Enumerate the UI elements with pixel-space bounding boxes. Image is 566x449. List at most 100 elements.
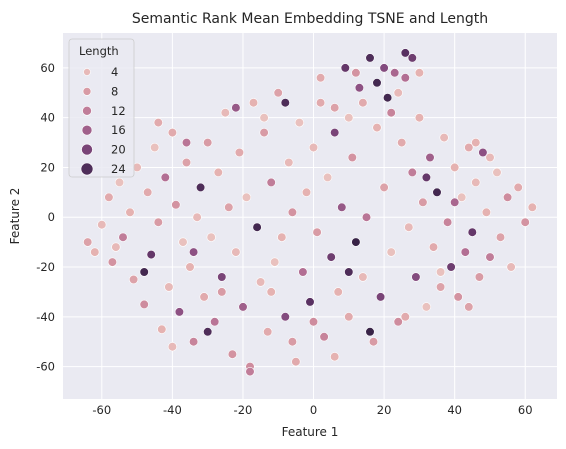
data-point: [400, 48, 410, 58]
data-point: [436, 267, 446, 277]
data-point: [111, 242, 121, 252]
data-point: [298, 267, 308, 277]
legend-marker: [80, 162, 94, 176]
data-point: [263, 327, 273, 337]
x-tick-label: -40: [163, 403, 182, 417]
data-point: [273, 88, 283, 98]
data-point: [270, 257, 280, 267]
data-point: [330, 103, 340, 113]
data-point: [354, 83, 365, 93]
y-tick-label: -20: [36, 260, 55, 274]
x-tick-label: 60: [518, 403, 533, 417]
y-tick-label: 40: [40, 111, 55, 125]
data-point: [231, 103, 241, 113]
data-point: [485, 152, 495, 163]
data-point: [340, 63, 350, 73]
data-point: [436, 282, 446, 292]
legend: Length 4 8 12 16 20 24: [68, 38, 135, 178]
data-point: [178, 237, 188, 247]
data-point: [351, 68, 361, 78]
legend-label: 8: [111, 84, 118, 98]
data-point: [386, 108, 396, 118]
y-tick-label: -40: [36, 310, 55, 324]
data-point: [224, 202, 234, 212]
data-point: [478, 147, 488, 158]
data-point: [471, 138, 481, 148]
data-point: [464, 142, 474, 153]
data-point: [520, 217, 530, 227]
data-point: [259, 113, 269, 123]
data-point: [118, 232, 128, 242]
x-tick-label: 40: [447, 403, 462, 417]
data-point: [443, 217, 453, 227]
data-point: [104, 192, 114, 202]
data-point: [407, 167, 417, 177]
data-point: [506, 262, 516, 272]
chart-title: Semantic Rank Mean Embedding TSNE and Le…: [132, 11, 488, 27]
data-point: [361, 212, 372, 222]
data-point: [414, 68, 425, 78]
data-point: [280, 98, 290, 108]
data-point: [238, 302, 248, 312]
x-tick-label: -20: [234, 403, 253, 417]
data-point: [330, 352, 340, 362]
data-point: [337, 202, 347, 212]
data-point: [527, 202, 537, 212]
data-point: [432, 187, 442, 197]
data-point: [397, 138, 407, 148]
data-point: [287, 207, 298, 217]
data-point: [390, 68, 400, 78]
data-point: [196, 182, 206, 192]
y-tick-label: 60: [40, 61, 55, 75]
data-point: [457, 192, 467, 202]
data-point: [143, 187, 153, 197]
data-point: [181, 157, 192, 168]
y-tick-label: 0: [48, 210, 55, 224]
data-point: [90, 247, 100, 257]
data-point: [153, 117, 163, 128]
data-point: [308, 317, 319, 327]
data-point: [404, 222, 414, 232]
data-point: [344, 312, 354, 322]
data-point: [248, 98, 259, 108]
data-point: [146, 250, 156, 260]
data-point: [358, 98, 368, 108]
data-point: [347, 152, 357, 163]
data-point: [167, 342, 177, 352]
data-point: [284, 157, 294, 168]
x-axis-label: Feature 1: [282, 425, 339, 439]
data-point: [485, 252, 495, 262]
y-tick-label: 20: [40, 160, 55, 174]
x-tick-label: -60: [92, 403, 111, 417]
plot-area: [63, 33, 557, 399]
data-point: [418, 197, 428, 207]
data-point: [252, 222, 262, 232]
data-point: [400, 73, 410, 83]
data-point: [301, 187, 312, 197]
data-point: [467, 227, 477, 237]
data-point: [439, 133, 449, 143]
data-point: [294, 117, 305, 128]
data-point: [344, 113, 354, 123]
data-point: [213, 167, 223, 177]
data-point: [421, 172, 432, 182]
data-point: [206, 232, 216, 242]
data-point: [241, 192, 252, 202]
data-point: [139, 299, 149, 310]
data-point: [199, 292, 209, 302]
data-point: [379, 182, 389, 192]
data-point: [217, 287, 227, 297]
data-point: [316, 98, 326, 108]
data-point: [181, 138, 192, 148]
data-point: [383, 93, 393, 103]
data-point: [305, 297, 315, 307]
data-point: [167, 128, 177, 138]
legend-label: 4: [111, 65, 118, 79]
data-point: [227, 349, 237, 359]
data-point: [358, 272, 368, 282]
data-point: [414, 113, 425, 123]
data-point: [400, 312, 410, 322]
data-point: [450, 197, 460, 207]
data-point: [326, 252, 336, 262]
